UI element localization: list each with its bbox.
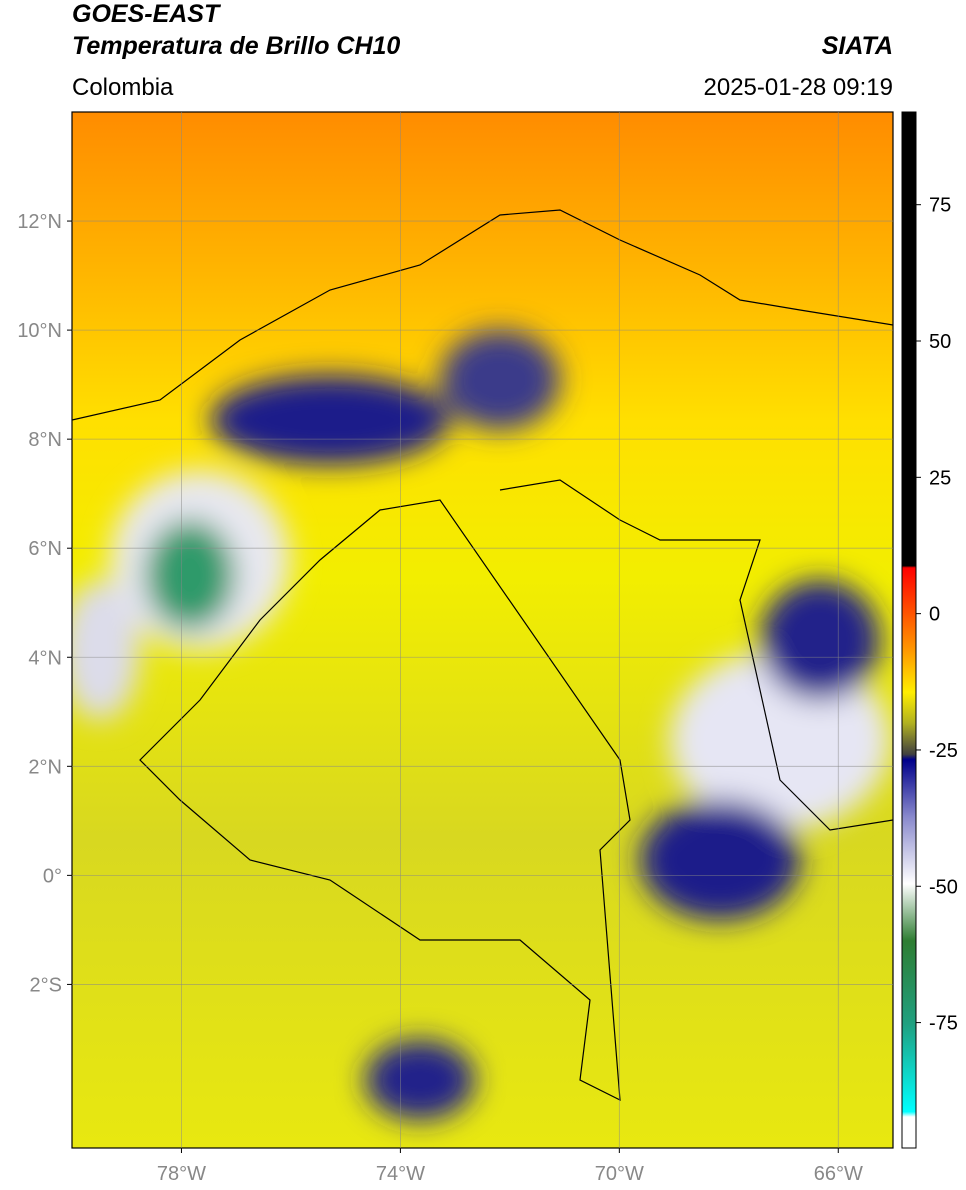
x-tick-label: 66°W [814, 1163, 863, 1185]
x-tick-label: 74°W [376, 1163, 425, 1185]
colorbar-tick-label: 75 [929, 195, 951, 217]
y-tick-label: 2°N [28, 756, 62, 778]
colorbar-tick-label: 50 [929, 331, 951, 353]
y-tick-label: 8°N [28, 429, 62, 451]
region: Colombia [72, 74, 174, 101]
colorbar-tick-label: -25 [929, 740, 958, 762]
colorbar-tick-label: -50 [929, 876, 958, 898]
x-tick-label: 78°W [157, 1163, 206, 1185]
title: Temperatura de Brillo CH10 [72, 32, 400, 60]
y-tick-label: 10°N [17, 320, 62, 342]
y-tick-label: 0° [43, 865, 62, 887]
y-tick-label: 6°N [28, 538, 62, 560]
colorbar [901, 111, 917, 1149]
colorbar-tick-label: -75 [929, 1013, 958, 1035]
agency: SIATA [822, 32, 893, 60]
map-image [72, 112, 893, 1148]
datetime: 2025-01-28 09:19 [704, 74, 894, 101]
title: GOES-EAST [72, 0, 222, 28]
y-tick-label: 2°S [30, 974, 62, 996]
y-tick-label: 4°N [28, 647, 62, 669]
colorbar-tick-label: 25 [929, 467, 951, 489]
colorbar-tick-label: 0 [929, 604, 940, 626]
x-tick-label: 70°W [595, 1163, 644, 1185]
map-frame [71, 111, 894, 1149]
y-tick-label: 12°N [17, 211, 62, 233]
